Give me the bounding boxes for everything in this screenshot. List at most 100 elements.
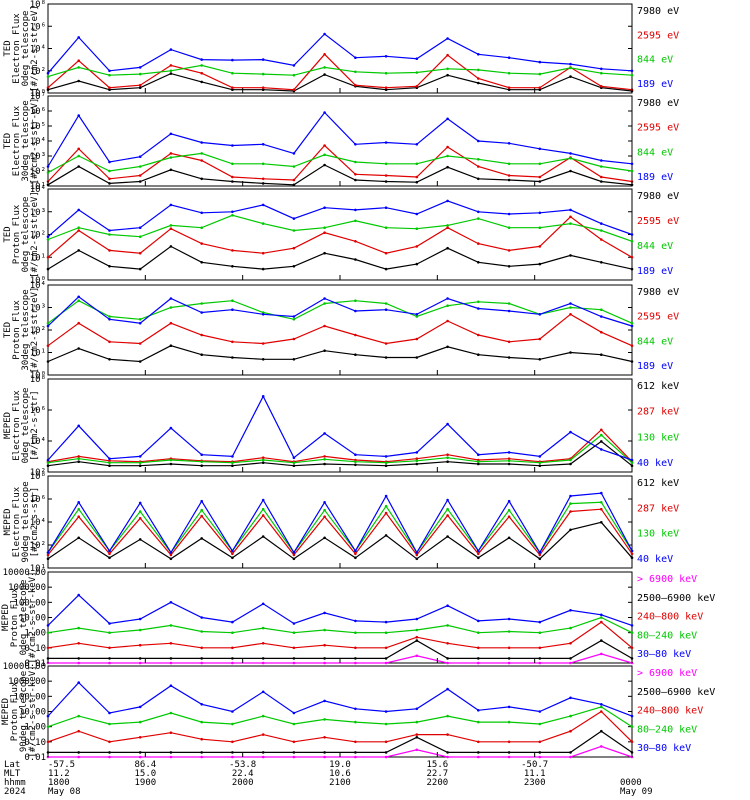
series-point (261, 661, 265, 665)
y-axis-label: MEPED (1, 698, 11, 725)
series-point (169, 553, 173, 557)
series-point (415, 736, 419, 739)
series-point (231, 88, 234, 91)
series-point (477, 210, 480, 214)
series-point (138, 661, 142, 665)
x-tick-label: 2300 (524, 778, 546, 788)
series-point (446, 755, 449, 759)
series-point (77, 295, 80, 299)
series-point (569, 755, 572, 759)
series-point (323, 297, 326, 300)
series-point (108, 755, 111, 759)
series-point (77, 681, 80, 684)
series-point (77, 507, 80, 511)
series-point (200, 353, 203, 357)
series-point (477, 158, 480, 161)
legend-entry: > 6900 keV (637, 668, 697, 679)
series-point (630, 360, 634, 363)
series-point (600, 71, 603, 75)
series-point (200, 211, 203, 215)
y-axis-label: 0deg telescope (21, 197, 31, 273)
series-point (507, 265, 511, 268)
series-point (200, 80, 203, 84)
series-point (630, 631, 634, 634)
series-point (261, 535, 265, 538)
series-point (538, 245, 542, 248)
series-point (507, 720, 511, 724)
series-point (323, 153, 326, 157)
series-point (507, 249, 511, 252)
series-point (261, 642, 265, 645)
y-axis-label: MEPED (3, 412, 13, 439)
series-point (446, 304, 449, 308)
series-point (292, 657, 296, 660)
series-point (200, 261, 203, 264)
series-point (600, 507, 603, 511)
series-point (415, 462, 419, 466)
series-point (46, 165, 50, 168)
series-point (138, 321, 142, 325)
series-point (169, 684, 173, 687)
series-point (477, 709, 480, 712)
series-point (77, 729, 80, 733)
series-point (261, 602, 265, 606)
series-point (384, 511, 388, 515)
series-point (600, 620, 603, 624)
series-point (200, 333, 203, 337)
series-point (600, 639, 603, 642)
series-point (600, 175, 603, 179)
series-point (446, 224, 449, 227)
series-point (46, 267, 50, 271)
y-tick-label: 10² (30, 231, 46, 241)
series-point (231, 661, 234, 665)
series-point (108, 552, 111, 556)
series-point (354, 631, 357, 634)
series-point (354, 160, 357, 164)
x-tick-label: 86.4 (134, 760, 156, 770)
series-point (384, 661, 388, 665)
series-point (138, 360, 142, 363)
series-point (77, 147, 80, 151)
legend-entry: 612 keV (637, 478, 679, 489)
legend-entry: > 6900 keV (637, 574, 697, 585)
series-point (569, 751, 572, 754)
series-point (600, 353, 603, 357)
series-point (538, 557, 542, 561)
y-axis-label: 0deg telescope (21, 11, 31, 87)
series-point (231, 86, 234, 89)
series-point (231, 210, 234, 214)
series-point (46, 360, 50, 363)
series-point (46, 631, 50, 634)
series-point (477, 53, 480, 56)
x-tick-label: -57.5 (48, 760, 75, 770)
y-tick-label: 10³ (30, 152, 46, 162)
x-tick-label: 19.0 (329, 760, 351, 770)
series-point (507, 515, 511, 518)
y-tick-label: 10⁸ (30, 472, 46, 482)
series-point (354, 751, 357, 754)
legend-entry: 2595 eV (637, 216, 679, 227)
series-point (384, 302, 388, 305)
series-point (261, 267, 265, 271)
series-point (46, 171, 50, 174)
series-point (77, 424, 80, 428)
series-point (538, 464, 542, 468)
series-point (538, 553, 542, 557)
series-point (200, 703, 203, 706)
series-point (446, 657, 449, 660)
panel-frame (47, 475, 633, 569)
series-point (231, 631, 234, 634)
series-point (446, 117, 449, 121)
y-tick-label: 10² (30, 67, 46, 77)
series-point (138, 66, 142, 69)
series-point (138, 318, 142, 321)
series-line-3 (47, 111, 633, 167)
series-point (538, 147, 542, 151)
series-point (108, 358, 111, 361)
series-point (46, 557, 50, 561)
series-point (200, 177, 203, 181)
series-point (600, 491, 603, 495)
series-point (477, 139, 480, 143)
series-point (108, 657, 111, 660)
